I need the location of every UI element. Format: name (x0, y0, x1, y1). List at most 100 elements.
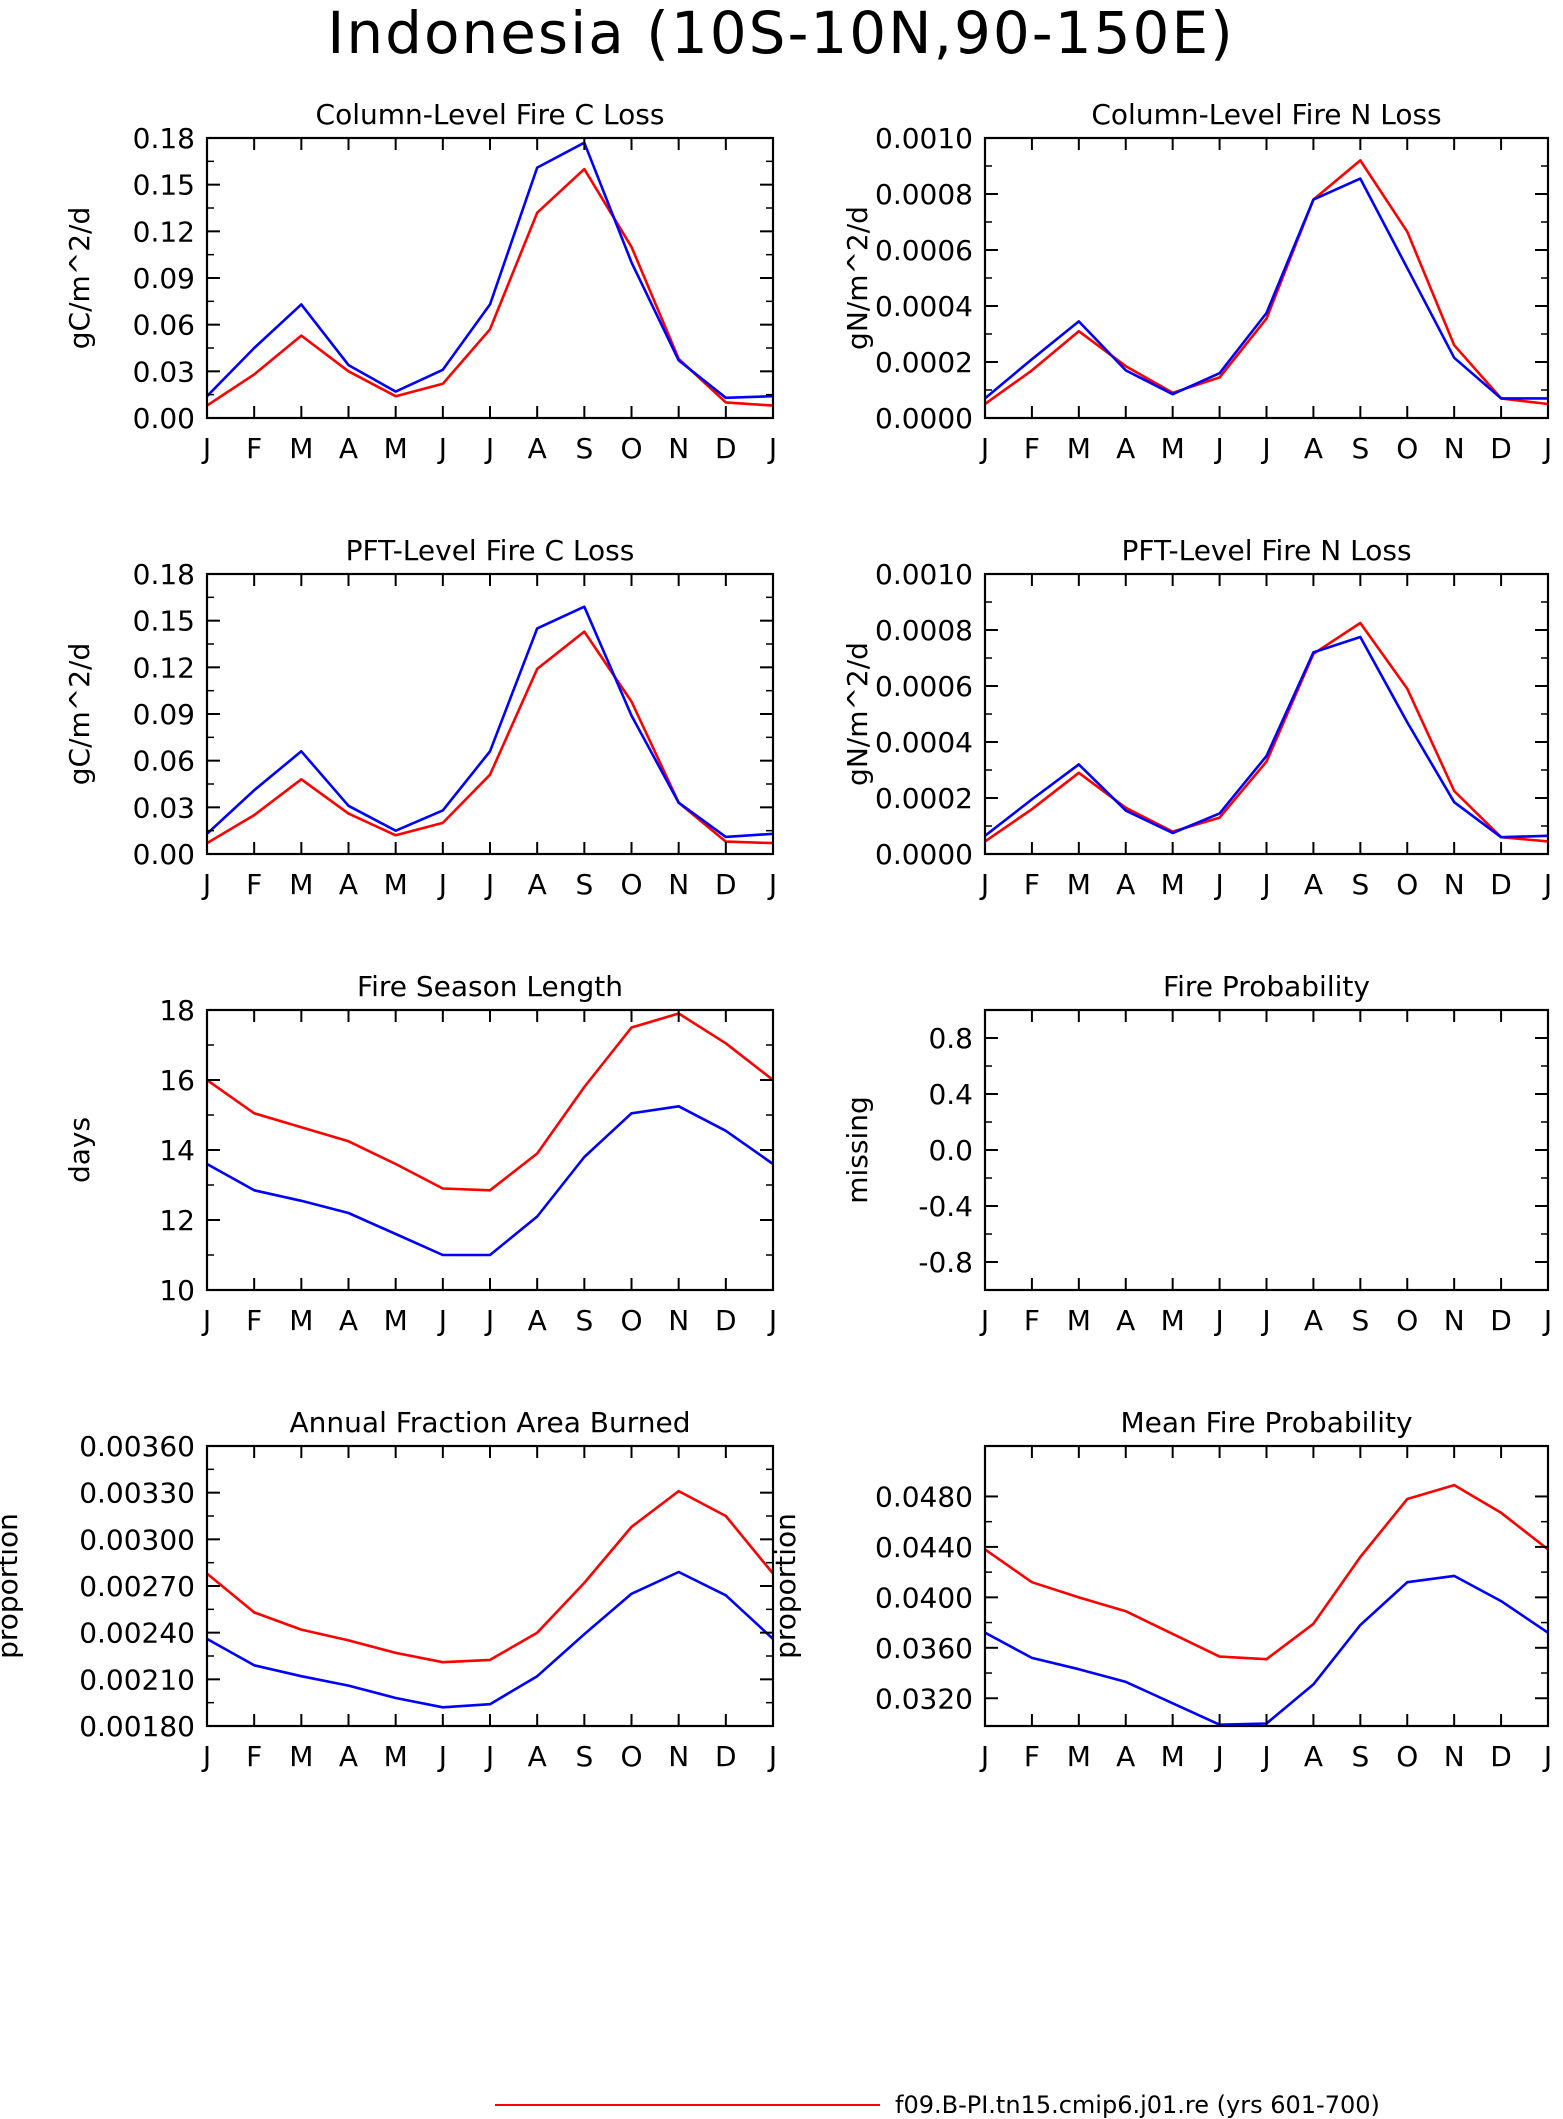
y-tick-label: 0.0000 (875, 838, 973, 871)
x-tick-label: M (384, 1304, 408, 1337)
x-tick-label: A (1304, 432, 1323, 465)
y-tick-label: 0.0004 (875, 726, 973, 759)
plot-frame (205, 1444, 775, 1728)
y-tick-label: 0.0006 (875, 670, 973, 703)
chart-title: Column-Level Fire C Loss (316, 98, 665, 131)
y-tick-label: 0.0006 (875, 234, 973, 267)
y-axis-label: gN/m^2/d (841, 642, 874, 786)
series-line-red (207, 1489, 773, 1664)
y-tick-label: 0.0440 (875, 1531, 973, 1564)
x-tick-label: S (1351, 1740, 1369, 1773)
y-tick-label: -0.4 (918, 1190, 973, 1223)
series-line-red (207, 167, 773, 407)
series-line-red (985, 159, 1548, 406)
plot-frame (983, 1444, 1550, 1728)
x-tick-label: M (289, 868, 313, 901)
x-tick-label: J (437, 1304, 447, 1337)
y-tick-label: 0.0008 (875, 614, 973, 647)
series-group (985, 159, 1548, 406)
series-line-red (207, 630, 773, 845)
page-title: Indonesia (10S-10N,90-150E) (327, 0, 1234, 67)
y-axis-label: missing (841, 1096, 874, 1204)
plot-frame (983, 572, 1550, 856)
x-tick-label: J (484, 432, 494, 465)
series-group (207, 1012, 773, 1257)
x-tick-label: O (1396, 868, 1418, 901)
x-tick-label: J (1542, 1740, 1552, 1773)
chart-title: PFT-Level Fire C Loss (346, 534, 635, 567)
y-tick-label: 0.4 (928, 1078, 973, 1111)
x-tick-label: F (1024, 1304, 1040, 1337)
y-tick-label: 14 (159, 1134, 195, 1167)
x-tick-label: S (1351, 432, 1369, 465)
x-tick-label: A (339, 432, 358, 465)
y-tick-label: 0.0000 (875, 402, 973, 435)
x-tick-label: M (1067, 1740, 1091, 1773)
series-line-blue (207, 141, 773, 400)
y-tick-label: 0.0010 (875, 122, 973, 155)
x-tick-label: M (384, 868, 408, 901)
x-tick-label: J (484, 1304, 494, 1337)
x-tick-label: M (1161, 1304, 1185, 1337)
x-tick-label: A (528, 1304, 547, 1337)
x-tick-label: O (1396, 1740, 1418, 1773)
x-tick-label: A (1116, 1304, 1135, 1337)
series-line-blue (985, 177, 1548, 400)
y-tick-label: 0.12 (133, 651, 195, 684)
x-tick-label: O (620, 432, 642, 465)
x-tick-label: O (620, 1304, 642, 1337)
x-tick-label: J (437, 868, 447, 901)
chart-title: Column-Level Fire N Loss (1091, 98, 1441, 131)
x-tick-label: J (979, 1304, 989, 1337)
series-line-blue (985, 1574, 1548, 1726)
y-tick-label: 0.0010 (875, 558, 973, 591)
y-axis-label: gC/m^2/d (63, 643, 96, 786)
x-tick-label: F (1024, 1740, 1040, 1773)
x-tick-label: D (715, 1304, 737, 1337)
y-tick-label: 0.0 (928, 1134, 973, 1167)
y-tick-label: 0.0004 (875, 290, 973, 323)
plot-frame (205, 1008, 775, 1292)
x-tick-label: A (528, 868, 547, 901)
legend: f09.B-PI.tn15.cmip6.j01.re (yrs 601-700) (495, 2091, 1380, 2119)
x-tick-label: J (1260, 1304, 1270, 1337)
x-tick-label: F (246, 1304, 262, 1337)
x-tick-label: M (1161, 1740, 1185, 1773)
x-tick-label: S (575, 1304, 593, 1337)
x-tick-label: D (1490, 432, 1512, 465)
y-tick-label: 0.03 (133, 355, 195, 388)
y-tick-label: 0.0002 (875, 346, 973, 379)
y-tick-label: 0.00240 (79, 1617, 195, 1650)
x-tick-label: J (767, 1740, 777, 1773)
chart-title: Annual Fraction Area Burned (290, 1406, 691, 1439)
y-tick-label: 0.12 (133, 215, 195, 248)
x-tick-label: J (979, 868, 989, 901)
y-tick-label: 10 (159, 1274, 195, 1307)
y-tick-label: 0.00180 (79, 1710, 195, 1743)
x-tick-label: J (1542, 432, 1552, 465)
chart-title: PFT-Level Fire N Loss (1121, 534, 1411, 567)
x-tick-label: N (668, 1304, 689, 1337)
y-tick-label: 0.0320 (875, 1682, 973, 1715)
x-tick-label: N (1444, 432, 1465, 465)
plot-frame (205, 136, 775, 420)
y-axis-label: gC/m^2/d (63, 207, 96, 350)
x-tick-label: J (1213, 1304, 1223, 1337)
x-tick-label: N (1444, 1740, 1465, 1773)
y-tick-label: 12 (159, 1204, 195, 1237)
y-tick-label: 0.00210 (79, 1663, 195, 1696)
x-tick-label: D (715, 868, 737, 901)
series-group (207, 605, 773, 845)
x-tick-label: J (201, 432, 211, 465)
x-tick-label: J (1260, 868, 1270, 901)
x-tick-label: J (767, 432, 777, 465)
x-tick-label: A (339, 868, 358, 901)
x-tick-label: J (767, 868, 777, 901)
x-tick-label: J (201, 1304, 211, 1337)
y-tick-label: 0.15 (133, 605, 195, 638)
y-tick-label: 0.8 (928, 1022, 973, 1055)
